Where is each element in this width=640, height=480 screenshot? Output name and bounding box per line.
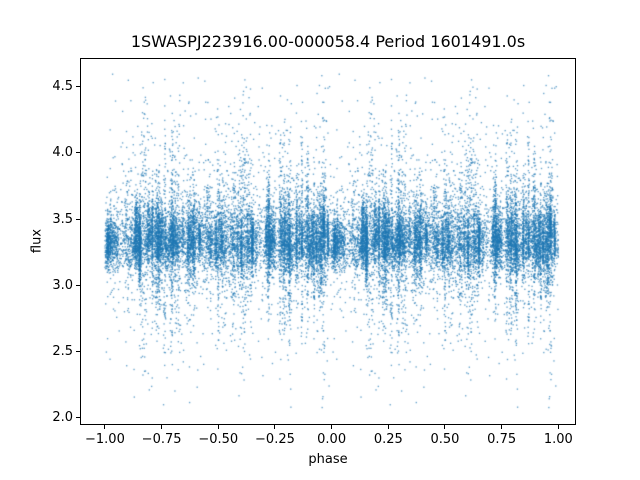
y-tick-label: 4.0	[52, 145, 73, 161]
x-tick	[161, 425, 163, 429]
x-tick	[104, 425, 106, 429]
y-tick	[76, 218, 80, 220]
x-tick	[501, 425, 503, 429]
x-tick	[387, 425, 389, 429]
x-tick-label: 0.50	[430, 432, 460, 447]
y-tick-label: 3.5	[52, 211, 73, 227]
y-tick	[76, 86, 80, 88]
x-tick-label: 0.75	[487, 432, 517, 447]
x-tick-label: −0.25	[255, 432, 295, 447]
y-axis-label: flux	[29, 228, 45, 254]
x-tick-label: 0.00	[317, 432, 347, 447]
y-tick-label: 4.5	[52, 79, 73, 95]
y-tick-label: 2.0	[52, 409, 73, 425]
x-tick	[217, 425, 219, 429]
x-tick-label: −1.00	[85, 432, 125, 447]
x-tick-label: −0.50	[198, 432, 239, 447]
y-tick	[76, 284, 80, 286]
x-tick	[444, 425, 446, 429]
x-tick-label: 1.00	[543, 432, 573, 447]
x-tick-label: −0.75	[141, 432, 182, 447]
x-tick	[331, 425, 333, 429]
y-tick	[76, 152, 80, 154]
x-tick	[274, 425, 276, 429]
y-tick	[76, 416, 80, 418]
y-tick-label: 2.5	[52, 343, 73, 359]
axes-frame	[80, 58, 576, 425]
x-axis-label: phase	[308, 452, 348, 467]
chart-title: 1SWASPJ223916.00-000058.4 Period 1601491…	[130, 32, 526, 51]
y-tick-label: 3.0	[52, 277, 73, 293]
x-tick	[557, 425, 559, 429]
x-tick-label: 0.25	[373, 432, 403, 447]
y-tick	[76, 350, 80, 352]
